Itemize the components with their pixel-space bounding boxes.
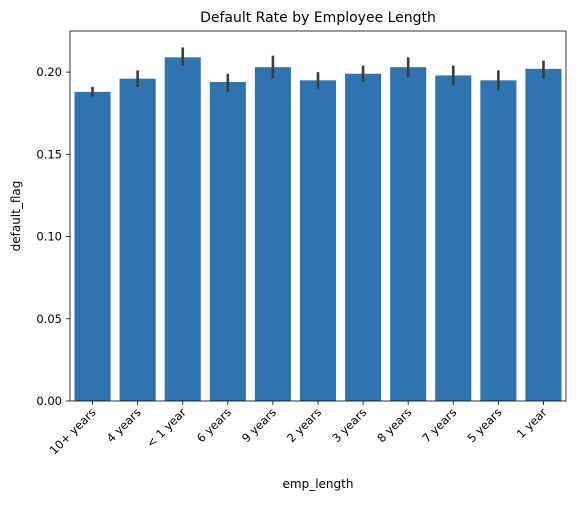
bar: [119, 78, 156, 401]
plot-area: 10+ years 4 years < 1 year 6 years 9 years 2 …: [36, 30, 567, 457]
bar: [74, 91, 111, 401]
x-tick-label: 7 years: [419, 405, 459, 445]
x-tick-label: < 1 year: [144, 405, 189, 450]
x-tick-label: 4 years: [104, 405, 144, 445]
chart-title: Default Rate by Employee Length: [200, 10, 436, 26]
bar: [435, 75, 472, 402]
bar: [299, 80, 337, 401]
plot-frame: [69, 30, 567, 402]
x-tick-label: 8 years: [374, 405, 414, 445]
x-tick-label: 2 years: [284, 405, 324, 445]
x-tick-label: 3 years: [329, 405, 369, 445]
y-tick-label: 0.15: [36, 147, 62, 161]
y-tick-label: 0.10: [36, 230, 62, 244]
y-axis-label: default_flag: [9, 181, 23, 252]
x-tick-label: 9 years: [239, 405, 279, 445]
x-tick-label: 5 years: [464, 405, 504, 445]
x-tick-label: 1 year: [514, 405, 550, 441]
bar: [480, 80, 517, 401]
x-axis-label: emp_length: [283, 477, 354, 491]
bar: [209, 81, 246, 401]
bar: [390, 67, 427, 401]
x-tick-label: 10+ years: [47, 405, 99, 457]
bar: [254, 67, 291, 401]
bar: [164, 57, 201, 402]
bar: [345, 73, 382, 401]
y-tick-label: 0.05: [36, 312, 62, 326]
bar: [525, 68, 562, 402]
y-tick-label: 0.00: [36, 394, 62, 408]
y-tick-label: 0.20: [36, 65, 62, 79]
x-tick-label: 6 years: [194, 405, 234, 445]
